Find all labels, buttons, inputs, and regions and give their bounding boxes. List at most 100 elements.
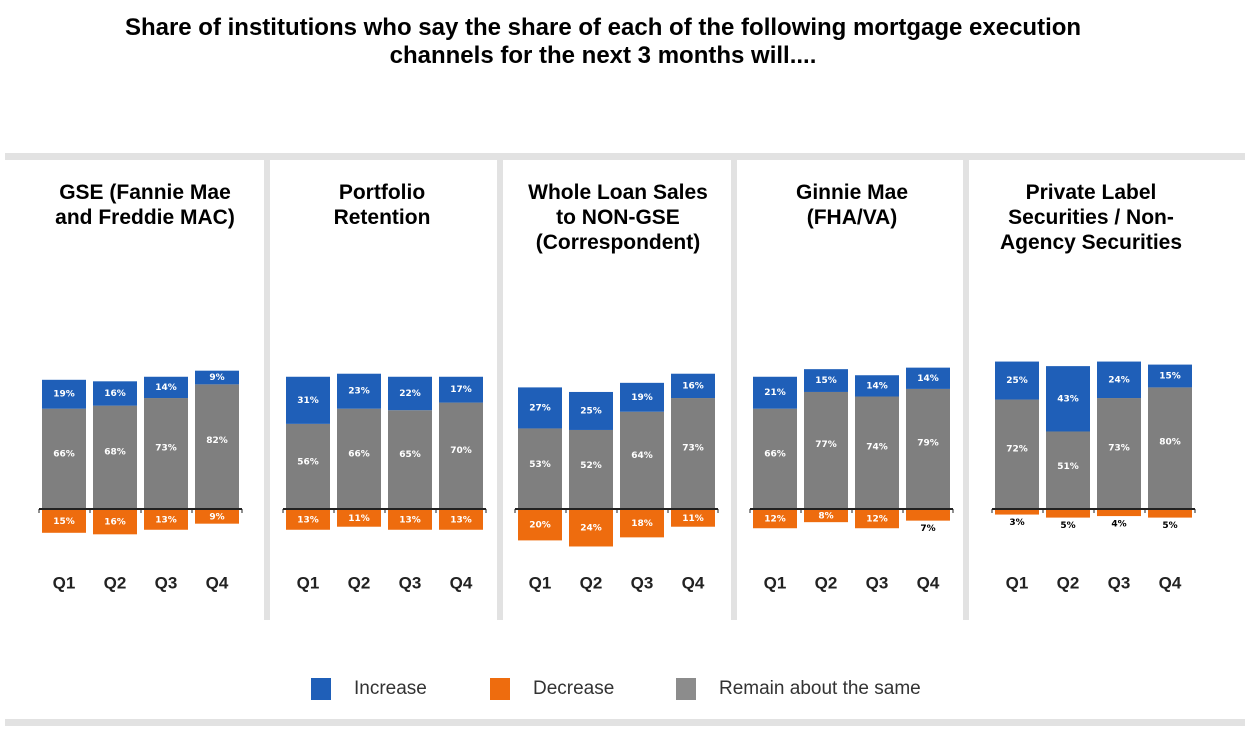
bar-segment-decrease [804,510,848,523]
data-label-increase: 14% [866,381,888,391]
x-tick-label: Q2 [1057,573,1080,592]
x-tick-label: Q2 [815,573,838,592]
data-label-increase: 14% [917,374,939,384]
legend-swatch-increase [311,678,331,700]
bar-segment-increase [906,367,950,389]
bar-segment-decrease [337,510,381,527]
bar-segment-increase [569,391,613,430]
panel-title-ginnie-mae: Ginnie Mae (FHA/VA) [737,180,967,230]
data-label-increase: 25% [1006,376,1028,386]
panel-title-line: (Correspondent) [535,231,701,254]
bar-segment-remain-same [144,398,188,509]
x-tick-label: Q2 [580,573,603,592]
bar-segment-decrease [671,510,715,527]
bar-segment-decrease [439,510,483,530]
x-tick-label: Q3 [1108,573,1131,592]
panel-title-whole-loan: Whole Loan Sales to NON-GSE (Corresponde… [503,180,733,255]
chart-title-line-2: channels for the next 3 months will.... [389,42,817,69]
x-tick-label: Q4 [206,573,229,592]
bar-segment-decrease [1046,510,1090,518]
data-label-increase: 27% [529,403,551,413]
data-label-decrease: 4% [1111,520,1126,530]
panel-title-line: Retention [333,206,431,229]
data-label-decrease: 11% [682,514,704,524]
data-label-decrease: 16% [104,518,126,528]
bar-segment-decrease [195,510,239,524]
data-label-decrease: 13% [450,515,472,525]
data-label-decrease: 18% [631,519,653,529]
data-label-remain-same: 80% [1159,438,1181,448]
data-label-remain-same: 65% [399,450,421,460]
legend-item-increase: Increase [311,676,427,702]
data-label-decrease: 5% [1162,521,1177,531]
bar-segment-decrease [518,510,562,541]
bar-segment-decrease [906,510,950,521]
legend-swatch-decrease [490,678,510,700]
panel-title-private-label: Private Label Securities / Non- Agency S… [970,180,1212,255]
data-label-remain-same: 70% [450,446,472,456]
data-label-decrease: 13% [297,515,319,525]
panel-title-line: Private Label [1025,181,1157,204]
data-label-increase: 24% [1108,375,1130,385]
data-label-remain-same: 66% [348,449,370,459]
bar-segment-increase [671,373,715,399]
bar-segment-increase [620,382,664,412]
data-label-remain-same: 66% [764,449,786,459]
bottom-divider [5,719,1245,726]
bar-segment-remain-same [995,399,1039,509]
data-label-increase: 14% [155,383,177,393]
data-label-decrease: 13% [155,515,177,525]
bar-segment-decrease [1148,510,1192,518]
data-label-remain-same: 64% [631,451,653,461]
data-label-decrease: 3% [1009,518,1024,528]
bar-segment-decrease [93,510,137,535]
bar-segment-remain-same [286,423,330,509]
bar-segment-increase [337,373,381,409]
data-label-increase: 16% [682,381,704,391]
panel-divider [731,158,737,620]
data-label-increase: 15% [1159,372,1181,382]
panel-title-line: Whole Loan Sales [528,181,708,204]
bar-segment-decrease [620,510,664,538]
x-tick-label: Q1 [1006,573,1029,592]
top-divider [5,153,1245,160]
panel-title-gse: GSE (Fannie Mae and Freddie MAC) [15,180,275,230]
data-label-decrease: 9% [209,512,224,522]
bar-segment-remain-same [195,384,239,509]
x-tick-label: Q1 [764,573,787,592]
bar-segment-increase [93,381,137,406]
bar-segment-decrease [42,510,86,533]
x-tick-label: Q4 [1159,573,1182,592]
panel-divider [264,158,270,620]
data-label-remain-same: 51% [1057,462,1079,472]
bar-segment-increase [753,376,797,409]
data-label-remain-same: 77% [815,440,837,450]
data-label-remain-same: 82% [206,436,228,446]
bar-segment-decrease [1097,510,1141,517]
chart-title: Share of institutions who say the share … [0,14,1206,70]
panel-title-line: (FHA/VA) [806,206,898,229]
data-label-decrease: 13% [399,515,421,525]
bar-segment-increase [1148,364,1192,388]
bar-segment-remain-same [804,391,848,509]
data-label-decrease: 8% [818,512,833,522]
data-label-increase: 21% [764,388,786,398]
data-label-remain-same: 73% [155,443,177,453]
bar-segment-decrease [144,510,188,530]
bar-segment-increase [42,379,86,409]
bar-segment-decrease [753,510,797,529]
bar-segment-increase [804,369,848,392]
data-label-remain-same: 56% [297,458,319,468]
x-tick-label: Q3 [866,573,889,592]
chart-title-line-1: Share of institutions who say the share … [124,14,1082,41]
x-tick-label: Q1 [53,573,76,592]
x-tick-label: Q1 [297,573,320,592]
bar-segment-remain-same [569,429,613,509]
bar-segment-remain-same [620,411,664,509]
x-tick-label: Q4 [450,573,473,592]
bar-segment-increase [1097,361,1141,399]
bar-segment-increase [855,375,899,397]
x-tick-label: Q4 [682,573,705,592]
data-label-remain-same: 72% [1006,444,1028,454]
